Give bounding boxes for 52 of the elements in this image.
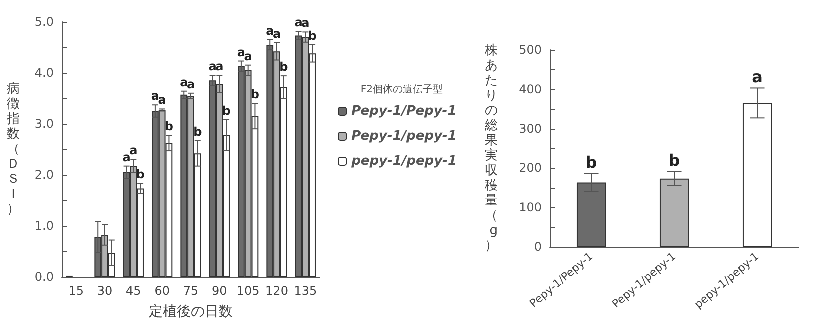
y-tick-label: 2.0 bbox=[34, 168, 54, 182]
text: 病徴指数（ＤＳＩ） bbox=[7, 82, 20, 217]
x-tick-label: 30 bbox=[97, 284, 113, 298]
x-tick-label: 60 bbox=[154, 284, 170, 298]
y-tick-label: 200 bbox=[519, 161, 542, 176]
data-label: b bbox=[668, 151, 680, 170]
legend-label: Pepy-1/pepy-1 bbox=[352, 129, 457, 144]
data-label: a bbox=[752, 68, 763, 87]
y-tick-label: 5.0 bbox=[34, 15, 54, 29]
data-label: b bbox=[194, 124, 203, 139]
y-tick-label: 100 bbox=[519, 200, 542, 215]
data-label: a bbox=[294, 16, 303, 30]
y-tick-label: 1.0 bbox=[34, 219, 54, 233]
data-label: b bbox=[222, 104, 232, 118]
y-tick-label: 300 bbox=[519, 122, 542, 136]
y-tick-label: 0.0 bbox=[34, 270, 54, 284]
x-tick-label: 45 bbox=[126, 284, 142, 298]
data-label: a bbox=[237, 45, 246, 60]
legend-label: pepy-1/pepy-1 bbox=[350, 154, 458, 169]
data-label: b bbox=[250, 88, 260, 102]
x-tick-label: 15 bbox=[68, 284, 84, 298]
text: 株あたりの総果実収穫量（g） bbox=[485, 44, 498, 254]
x-tick-label: 135 bbox=[294, 284, 318, 298]
legend-title: F2個体の遺伝子型 bbox=[360, 84, 444, 96]
data-label: a bbox=[266, 24, 274, 38]
data-label: a bbox=[186, 77, 196, 92]
y-tick-label: 0 bbox=[534, 240, 542, 254]
data-label: a bbox=[151, 89, 160, 104]
data-label: a bbox=[130, 144, 138, 158]
legend-label: Pepy-1/Pepy-1 bbox=[352, 104, 457, 119]
data-label: b bbox=[586, 153, 598, 172]
x-tick-label: 120 bbox=[266, 284, 288, 298]
data-label: b bbox=[164, 120, 174, 134]
data-label: a bbox=[216, 60, 224, 74]
data-label: a bbox=[208, 60, 217, 74]
data-label: b bbox=[308, 28, 318, 43]
x-tick-label: 105 bbox=[236, 284, 260, 298]
x-tick-label: 75 bbox=[183, 284, 199, 298]
y-tick-label: 500 bbox=[519, 43, 542, 57]
data-label: a bbox=[158, 93, 166, 108]
data-label: a bbox=[302, 16, 310, 30]
data-label: b bbox=[136, 168, 146, 182]
data-label: a bbox=[122, 150, 131, 164]
y-tick-label: 3.0 bbox=[34, 117, 54, 131]
data-label: b bbox=[280, 60, 289, 74]
data-label: a bbox=[244, 49, 252, 64]
x-axis-title: 定植後の日数 bbox=[149, 304, 233, 320]
data-label: a bbox=[272, 26, 282, 41]
data-label: a bbox=[180, 75, 188, 90]
y-tick-label: 4.0 bbox=[34, 66, 54, 80]
x-tick-label: 90 bbox=[212, 284, 228, 298]
y-tick-label: 400 bbox=[519, 82, 542, 96]
